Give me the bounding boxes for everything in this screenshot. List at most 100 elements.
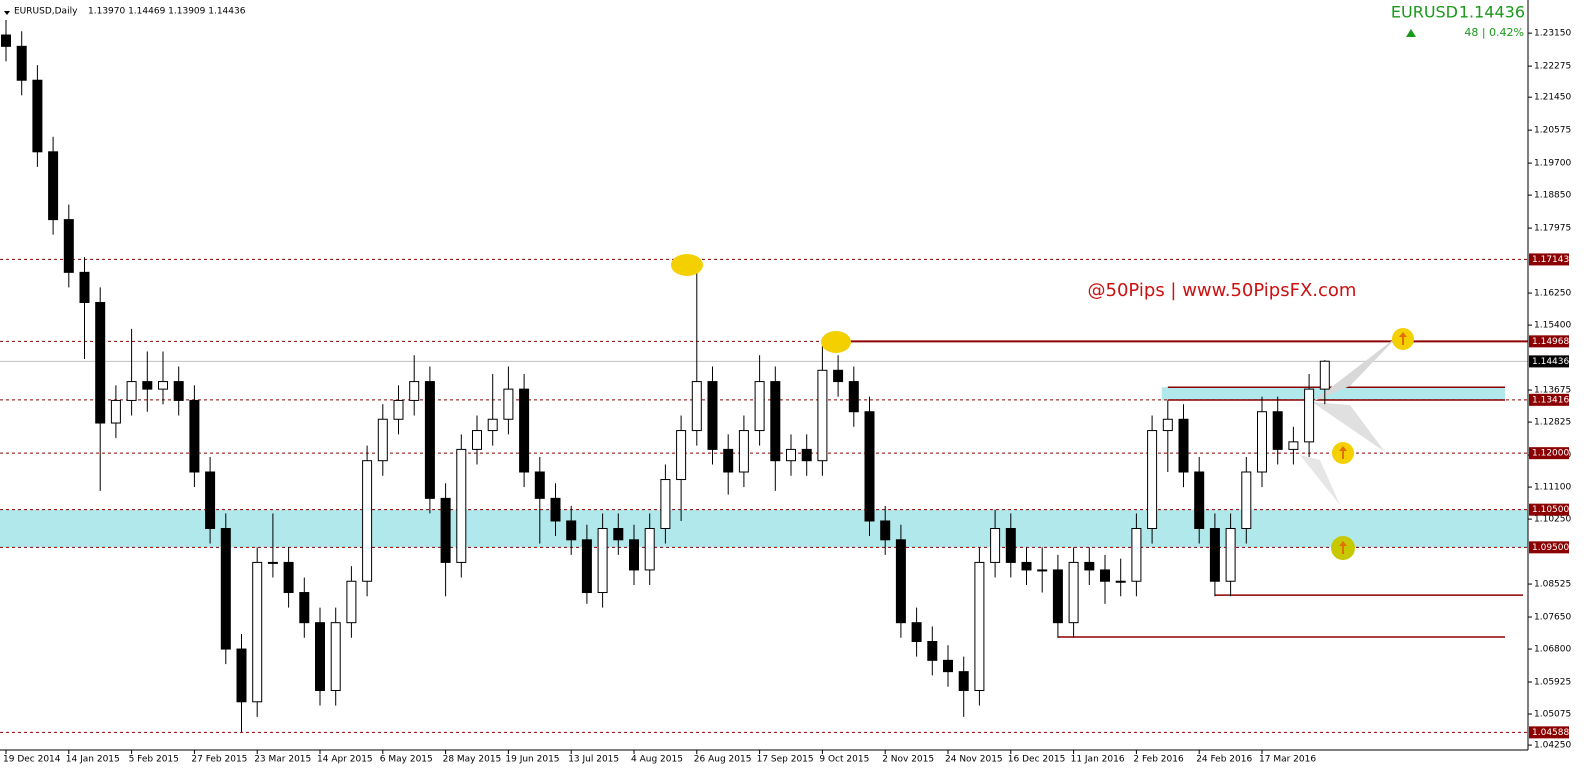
candle-body xyxy=(95,301,106,424)
candle-body xyxy=(220,528,231,650)
under-layer xyxy=(0,258,1528,733)
y-tick-label: 1.06800 xyxy=(1534,645,1571,655)
candle-body xyxy=(676,430,687,481)
candle-body xyxy=(1021,561,1032,571)
candle-body xyxy=(660,479,671,530)
y-tick-label: 1.20575 xyxy=(1534,126,1571,136)
candle-body xyxy=(409,381,420,401)
candle-body xyxy=(895,539,906,624)
candle-body xyxy=(1209,528,1220,582)
candle-body xyxy=(974,561,985,691)
x-tick-label: 2 Feb 2016 xyxy=(1133,755,1184,765)
candle-body xyxy=(472,430,482,450)
x-tick-label: 23 Mar 2015 xyxy=(254,755,311,765)
candle-body xyxy=(377,418,388,462)
candle-body xyxy=(456,448,467,563)
x-tick-label: 26 Aug 2015 xyxy=(694,755,752,765)
quote-price: 1.14436 xyxy=(1459,3,1525,22)
candle-body xyxy=(79,271,90,303)
candle-body xyxy=(110,399,121,424)
price-label: 1.14968 xyxy=(1532,337,1569,347)
zone xyxy=(1161,387,1505,401)
price-label-box xyxy=(1529,335,1569,348)
quote-symbol: EURUSD xyxy=(1391,3,1458,22)
x-tick-label: 17 Sep 2015 xyxy=(757,755,814,765)
candle-body xyxy=(299,592,310,624)
price-label-box xyxy=(1529,253,1569,266)
menu-arrow xyxy=(4,11,10,15)
candle-body xyxy=(707,381,718,450)
candle-body xyxy=(267,561,278,564)
candle-body xyxy=(519,388,530,473)
candle-body xyxy=(566,520,577,541)
candle-body xyxy=(1162,418,1173,432)
x-tick-label: 16 Dec 2015 xyxy=(1008,755,1066,765)
x-tick-label: 6 May 2015 xyxy=(380,755,433,765)
candle-body xyxy=(613,528,624,541)
signal-arrow xyxy=(1339,541,1347,554)
price-label-box xyxy=(1529,726,1569,739)
candle-body xyxy=(691,381,702,432)
projection-shape xyxy=(1300,455,1340,505)
zone xyxy=(0,509,1528,548)
x-tick-label: 13 Jul 2015 xyxy=(568,755,619,765)
candle-body xyxy=(1288,441,1299,450)
candle-body xyxy=(597,528,608,594)
candle-body xyxy=(173,381,184,401)
price-label-box xyxy=(1529,355,1569,368)
x-tick-label: 11 Jan 2016 xyxy=(1071,755,1125,765)
candle-body xyxy=(738,430,749,473)
candle-body xyxy=(990,528,1001,563)
projection-shape xyxy=(1312,336,1398,402)
y-tick-label: 1.19700 xyxy=(1534,159,1571,169)
y-tick-label: 1.16250 xyxy=(1534,289,1571,299)
x-tick-label: 2 Nov 2015 xyxy=(882,755,934,765)
y-tick-label: 1.05925 xyxy=(1534,678,1571,688)
projection-shape xyxy=(1312,402,1385,452)
x-tick-label: 5 Feb 2015 xyxy=(129,755,179,765)
candle-body xyxy=(189,399,200,473)
candle-body xyxy=(534,471,545,499)
x-tick-label: 19 Dec 2014 xyxy=(3,755,61,765)
candle-body xyxy=(346,580,357,624)
candle-body xyxy=(1,34,11,47)
price-label: 1.17143 xyxy=(1532,255,1569,265)
candle-body xyxy=(943,659,953,673)
y-tick-label: 1.08525 xyxy=(1534,580,1571,590)
candle-body xyxy=(1178,418,1189,473)
candle-body xyxy=(958,671,969,691)
y-tick-label: 1.21450 xyxy=(1534,93,1571,103)
highlight xyxy=(671,254,703,276)
x-tick-label: 17 Mar 2016 xyxy=(1259,755,1316,765)
candle-body xyxy=(1131,528,1142,582)
candle-body xyxy=(32,79,43,153)
price-label: 1.12000 xyxy=(1532,449,1569,459)
y-tick-label: 1.13675 xyxy=(1534,386,1571,396)
candle-body xyxy=(16,45,27,81)
candle-body xyxy=(1194,471,1205,530)
candle-body xyxy=(801,448,812,462)
x-tick-label: 4 Aug 2015 xyxy=(631,755,683,765)
candle-body xyxy=(1115,580,1126,583)
price-label: 1.14436 xyxy=(1532,357,1569,367)
candle-body xyxy=(236,648,247,703)
y-tick-label: 1.12825 xyxy=(1534,418,1571,428)
highlight xyxy=(821,331,851,353)
up-triangle xyxy=(1406,29,1416,37)
candle-body xyxy=(1084,561,1095,571)
y-tick-label: 1.07650 xyxy=(1534,613,1571,623)
candle-body xyxy=(283,561,294,594)
candle-body xyxy=(1147,430,1158,530)
signal-arrow xyxy=(1339,446,1347,459)
x-tick-label: 24 Feb 2016 xyxy=(1196,755,1252,765)
candle-body xyxy=(158,381,168,390)
candle-body xyxy=(723,448,734,473)
candle-body xyxy=(487,418,498,432)
candle-body xyxy=(503,388,514,420)
y-tick-label: 1.05075 xyxy=(1534,710,1571,720)
candle-body xyxy=(880,520,891,541)
candle-body xyxy=(1100,569,1110,582)
price-label-box xyxy=(1529,447,1569,460)
price-label: 1.10500 xyxy=(1532,505,1569,515)
